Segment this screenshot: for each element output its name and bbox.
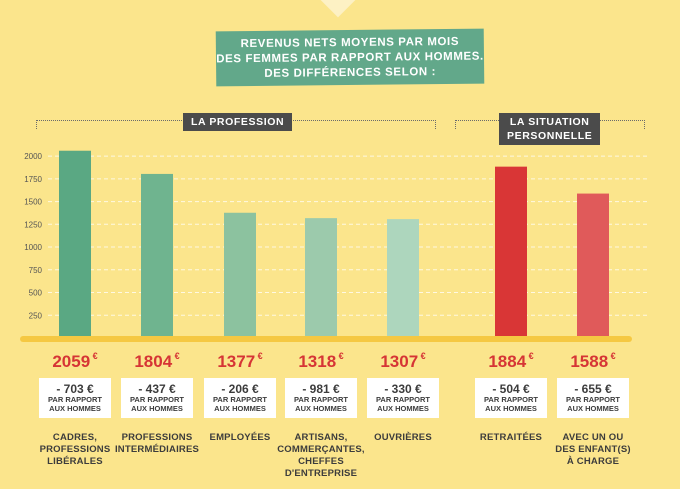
category-label: RETRAITÉES [479,432,543,443]
y-tick-label: 1750 [24,175,42,184]
value-label: 1804 € [117,351,197,372]
value-number: 1377 [217,352,256,371]
difference-note: PAR RAPPORT AUX HOMMES [47,395,103,413]
difference-amount: - 437 € [138,382,176,396]
value-label: 1588 € [553,351,633,372]
y-tick-label: 750 [29,266,43,275]
value-currency: € [608,351,616,361]
difference-amount: - 655 € [574,382,612,396]
difference-note: PAR RAPPORT AUX HOMMES [293,395,349,413]
difference-note: PAR RAPPORT AUX HOMMES [565,395,621,413]
bar-1 [141,173,173,338]
value-currency: € [418,351,426,361]
difference-box: - 206 € PAR RAPPORT AUX HOMMES [204,378,276,418]
value-label: 2059 € [35,351,115,372]
difference-note: PAR RAPPORT AUX HOMMES [375,395,431,413]
bar-3 [305,218,337,338]
difference-box: - 504 € PAR RAPPORT AUX HOMMES [475,378,547,418]
value-label: 1884 € [471,351,551,372]
value-currency: € [336,351,344,361]
value-label: 1377 € [200,351,280,372]
bar-4 [387,219,419,338]
value-label: 1318 € [281,351,361,372]
difference-note: PAR RAPPORT AUX HOMMES [129,395,185,413]
bar-0 [59,150,91,338]
difference-amount: - 504 € [492,382,530,396]
y-tick-label: 2000 [24,152,42,161]
category-label: AVEC UN OU DES ENFANT(S) À CHARGE [555,432,631,467]
difference-amount: - 330 € [384,382,422,396]
profession-group-label: LA PROFESSION [183,113,293,131]
baseline [20,336,632,342]
difference-box: - 437 € PAR RAPPORT AUX HOMMES [121,378,193,418]
value-number: 1307 [380,352,419,371]
situation-group-label: LA SITUATION PERSONNELLE [499,113,601,145]
value-number: 1804 [134,352,173,371]
y-tick-label: 1000 [24,243,42,252]
value-number: 1588 [570,352,609,371]
category-label: EMPLOYÉES [209,432,271,443]
y-tick-label: 500 [29,289,43,298]
bar-5 [495,166,527,338]
difference-amount: - 981 € [302,382,340,396]
bar-6 [577,193,609,338]
category-label: OUVRIÈRES [374,432,432,443]
category-label: PROFESSIONS INTERMÉDIAIRES [114,432,200,455]
value-number: 1884 [488,352,527,371]
difference-amount: - 703 € [56,382,94,396]
value-label: 1307 € [363,351,443,372]
value-number: 2059 [52,352,91,371]
value-currency: € [526,351,534,361]
value-currency: € [172,351,180,361]
difference-box: - 981 € PAR RAPPORT AUX HOMMES [285,378,357,418]
difference-note: PAR RAPPORT AUX HOMMES [483,395,539,413]
value-number: 1318 [298,352,337,371]
category-label: CADRES, PROFESSIONS LIBÉRALES [39,432,111,467]
category-label: ARTISANS, COMMERÇANTES, CHEFFES D'ENTREP… [277,432,365,479]
y-tick-label: 250 [29,311,43,320]
y-tick-label: 1500 [24,198,42,207]
difference-note: PAR RAPPORT AUX HOMMES [212,395,268,413]
y-tick-label: 1250 [24,220,42,229]
bar-2 [224,212,256,338]
difference-box: - 330 € PAR RAPPORT AUX HOMMES [367,378,439,418]
value-currency: € [90,351,98,361]
value-currency: € [255,351,263,361]
difference-box: - 703 € PAR RAPPORT AUX HOMMES [39,378,111,418]
difference-box: - 655 € PAR RAPPORT AUX HOMMES [557,378,629,418]
difference-amount: - 206 € [221,382,259,396]
